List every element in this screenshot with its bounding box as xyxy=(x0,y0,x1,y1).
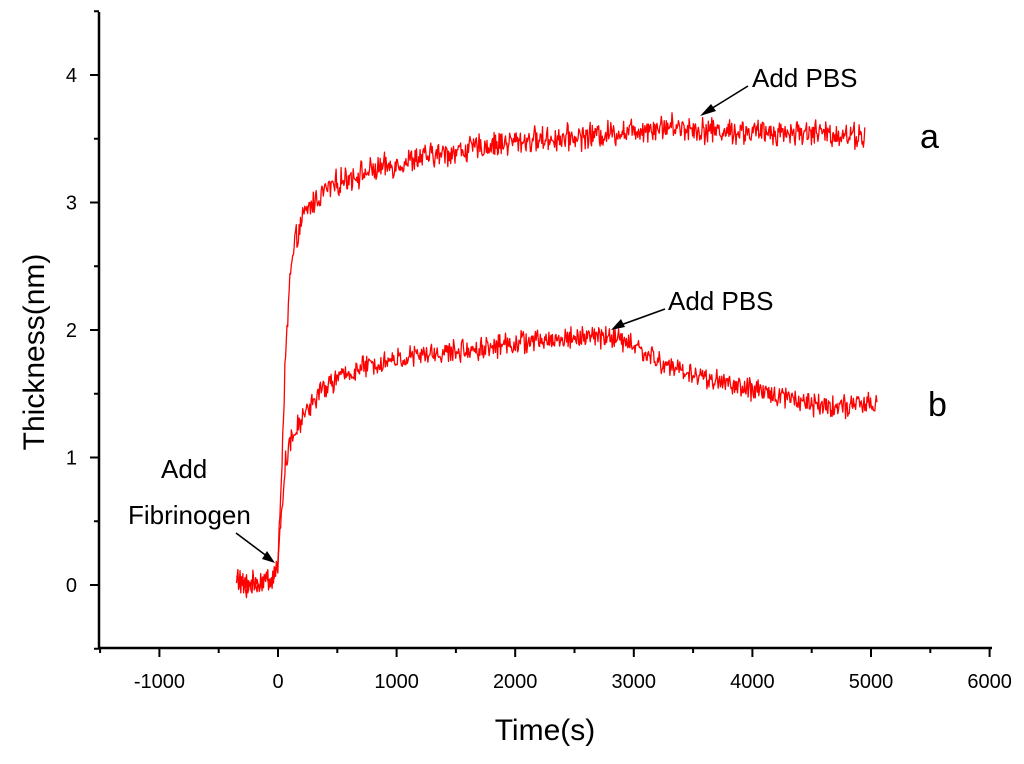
series-label-a: a xyxy=(920,118,939,156)
y-tick-label: 4 xyxy=(66,65,77,87)
x-tick-label: 4000 xyxy=(730,671,775,693)
annotations: Add PBS Add PBS Add Fibrinogen xyxy=(128,63,858,563)
x-tick-label: 1000 xyxy=(374,671,419,693)
annotation-add-fibrinogen-line1: Add xyxy=(161,454,207,484)
y-tick-label: 2 xyxy=(66,320,77,342)
series-line-b xyxy=(235,325,878,599)
ticks: -1000 0 1000 2000 3000 4000 5000 6000 0 1 2 3 4 xyxy=(66,10,1012,693)
x-tick-label: 3000 xyxy=(612,671,657,693)
arrow-add-fibrinogen xyxy=(235,532,269,558)
axes xyxy=(97,12,992,650)
series xyxy=(235,112,878,599)
arrowhead-add-pbs-a xyxy=(700,104,716,116)
series-label-b: b xyxy=(928,386,947,424)
x-tick-label: 6000 xyxy=(967,671,1012,693)
arrow-add-pbs-b xyxy=(617,308,666,327)
arrowhead-add-fibrinogen xyxy=(262,551,275,563)
y-tick-label: 1 xyxy=(66,448,77,470)
x-tick-label: -1000 xyxy=(134,671,185,693)
x-tick-label: 2000 xyxy=(493,671,538,693)
annotation-add-pbs-b: Add PBS xyxy=(668,286,774,316)
annotation-add-pbs-a: Add PBS xyxy=(752,63,858,93)
series-line-a xyxy=(235,112,866,594)
x-tick-label: 5000 xyxy=(849,671,894,693)
y-tick-label: 0 xyxy=(66,575,77,597)
y-axis-title: Thickness(nm) xyxy=(18,254,51,451)
x-tick-label: 0 xyxy=(272,671,283,693)
annotation-add-fibrinogen-line2: Fibrinogen xyxy=(128,500,251,530)
x-axis-title: Time(s) xyxy=(495,714,596,747)
arrowhead-add-pbs-b xyxy=(611,319,625,330)
y-tick-label: 3 xyxy=(66,193,77,215)
